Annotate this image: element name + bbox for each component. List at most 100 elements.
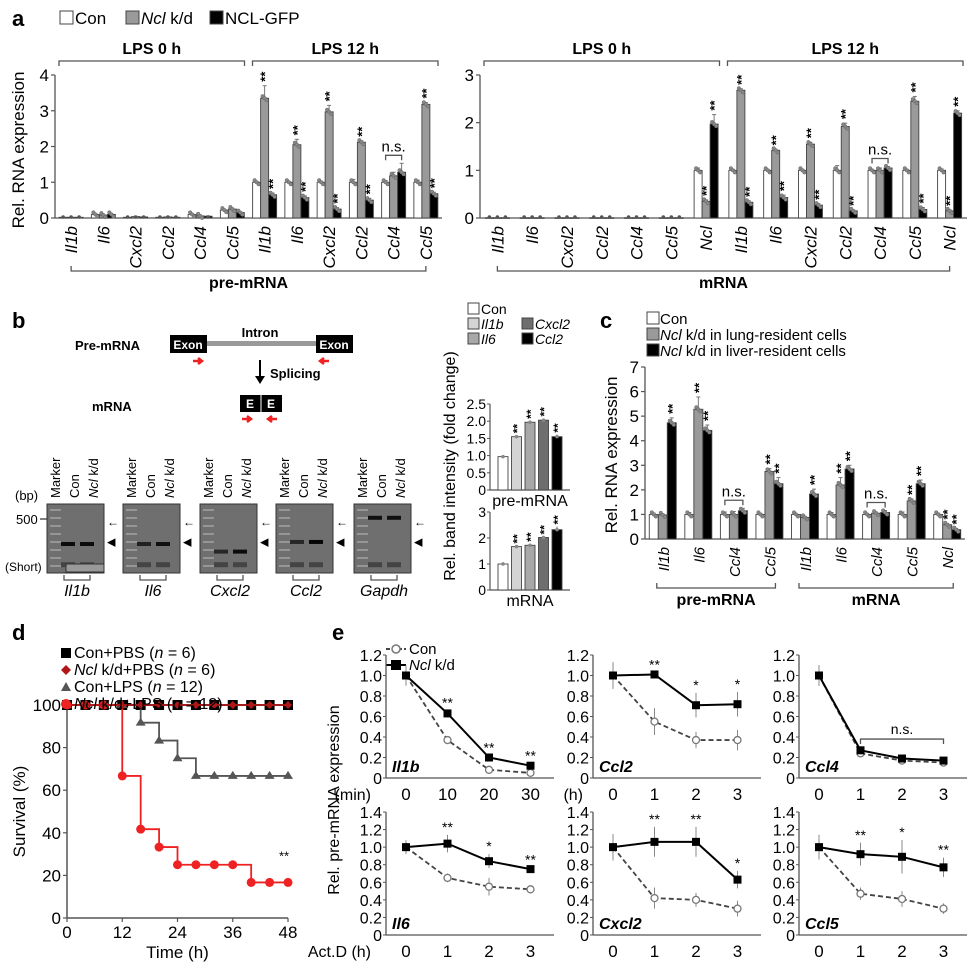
bar (497, 456, 509, 491)
group-bracket (483, 60, 721, 66)
data-point (669, 215, 674, 219)
primer-arrow-icon (193, 357, 205, 365)
category-label: Ccl5 (906, 225, 925, 260)
data-point (775, 150, 780, 155)
y-tick-label: 1 (630, 505, 639, 524)
category-label: Ccl4 (871, 226, 890, 260)
data-point (528, 543, 532, 548)
data-point (240, 212, 245, 217)
data-point (938, 514, 943, 519)
data-point (607, 215, 612, 219)
data-point (557, 215, 561, 219)
bottom-bracket (656, 583, 777, 589)
circle-marker-icon (173, 860, 182, 870)
data-point (911, 500, 916, 505)
data-point (662, 514, 667, 519)
ns-bracket (871, 157, 889, 164)
kd-line (405, 842, 531, 871)
ns-label: n.s. (382, 138, 406, 155)
y-tick-label: 1 (465, 161, 474, 180)
category-label: Ccl2 (159, 225, 178, 260)
kd-point (526, 761, 535, 770)
diamond-marker-icon (247, 701, 256, 709)
significance-stars: ** (649, 656, 660, 672)
legend-square-icon (391, 660, 401, 670)
lane-bracket (216, 575, 244, 581)
data-point (369, 200, 374, 205)
data-point (103, 215, 108, 220)
x-tick-label: 12 (113, 923, 132, 942)
kd-point (609, 843, 617, 852)
data-point (634, 215, 639, 219)
data-point (174, 215, 178, 219)
data-point (885, 512, 890, 517)
y-tick-label: 2 (465, 114, 474, 133)
group-label: LPS 0 h (122, 41, 181, 58)
legend-label: Ccl2 (535, 331, 563, 347)
lane-label: Marker (355, 457, 370, 498)
data-point (522, 215, 526, 219)
subchart-il6: 00.20.40.60.81.01.21.40 1 2 3Il6*****Act.D … (308, 805, 554, 961)
bar-con (937, 169, 947, 219)
diamond-marker-icon (284, 701, 292, 709)
con-point (691, 895, 701, 905)
legend-label: Ncl k/d+PBS (n = 6) (74, 662, 215, 679)
y-tick-label: 60 (42, 781, 61, 800)
data-point (879, 170, 885, 175)
y-axis-title: Survival (%) (10, 766, 29, 858)
bar-con (316, 181, 326, 219)
significance-stars: ** (846, 195, 861, 206)
legend-swatch (646, 311, 660, 325)
con-point (733, 904, 742, 913)
data-point (804, 517, 810, 522)
data-point (831, 514, 836, 519)
data-point (837, 170, 842, 175)
bottom-group-label: mRNA (699, 275, 748, 292)
y-tick-label: 0.5 (467, 465, 487, 481)
splicing-arrowhead-icon (255, 376, 265, 384)
data-point (914, 101, 919, 106)
bar-ncl-k/d-in-lung-resident-cells (835, 484, 846, 540)
data-point (232, 209, 237, 214)
legend-swatch (209, 10, 224, 25)
data-point (111, 214, 116, 219)
con-point (939, 904, 948, 913)
y-tick-label: 0.8 (567, 858, 589, 875)
data-point (733, 514, 738, 519)
x-tick-label: 0 (608, 785, 617, 804)
bar-ncl-k/d (806, 143, 815, 219)
lane-label: Ncl k/d (239, 458, 254, 498)
gene-label: Il6 (392, 916, 410, 933)
y-tick-label: 20 (42, 866, 61, 885)
x-tick-label: 2 (897, 785, 906, 804)
data-point (288, 182, 293, 187)
bar-ncl-k/d (736, 89, 746, 219)
data-point (599, 215, 604, 219)
ns-bracket (866, 501, 886, 508)
intron-line (207, 341, 316, 346)
diamond-marker-icon (228, 701, 237, 709)
data-point (538, 215, 542, 219)
data-point (742, 510, 747, 515)
y-tick-label: 80 (42, 739, 61, 758)
y-tick-label: 0.2 (773, 910, 795, 927)
con-point (526, 885, 535, 894)
significance-stars: ** (419, 87, 434, 98)
exon-label: Exon (319, 338, 348, 352)
significance-stars: ** (951, 96, 966, 107)
kd-point (856, 746, 865, 755)
significance-stars: ** (807, 474, 822, 485)
y-tick-label: 0.6 (773, 875, 795, 892)
bar-ncl-gfp (953, 112, 963, 219)
bar (497, 563, 509, 591)
lane-label: Con (374, 474, 389, 498)
legend-diamond-icon (61, 665, 71, 675)
y-tick-label: 40 (42, 824, 61, 843)
y-tick-label: 0 (373, 928, 382, 945)
legend-circle-icon (61, 699, 71, 709)
bar (551, 436, 563, 491)
x-tick-label: 1 (856, 942, 865, 961)
x-tick-label: 1 (443, 942, 452, 961)
legend-swatch (125, 10, 140, 25)
group-label: LPS 12 h (311, 41, 379, 58)
